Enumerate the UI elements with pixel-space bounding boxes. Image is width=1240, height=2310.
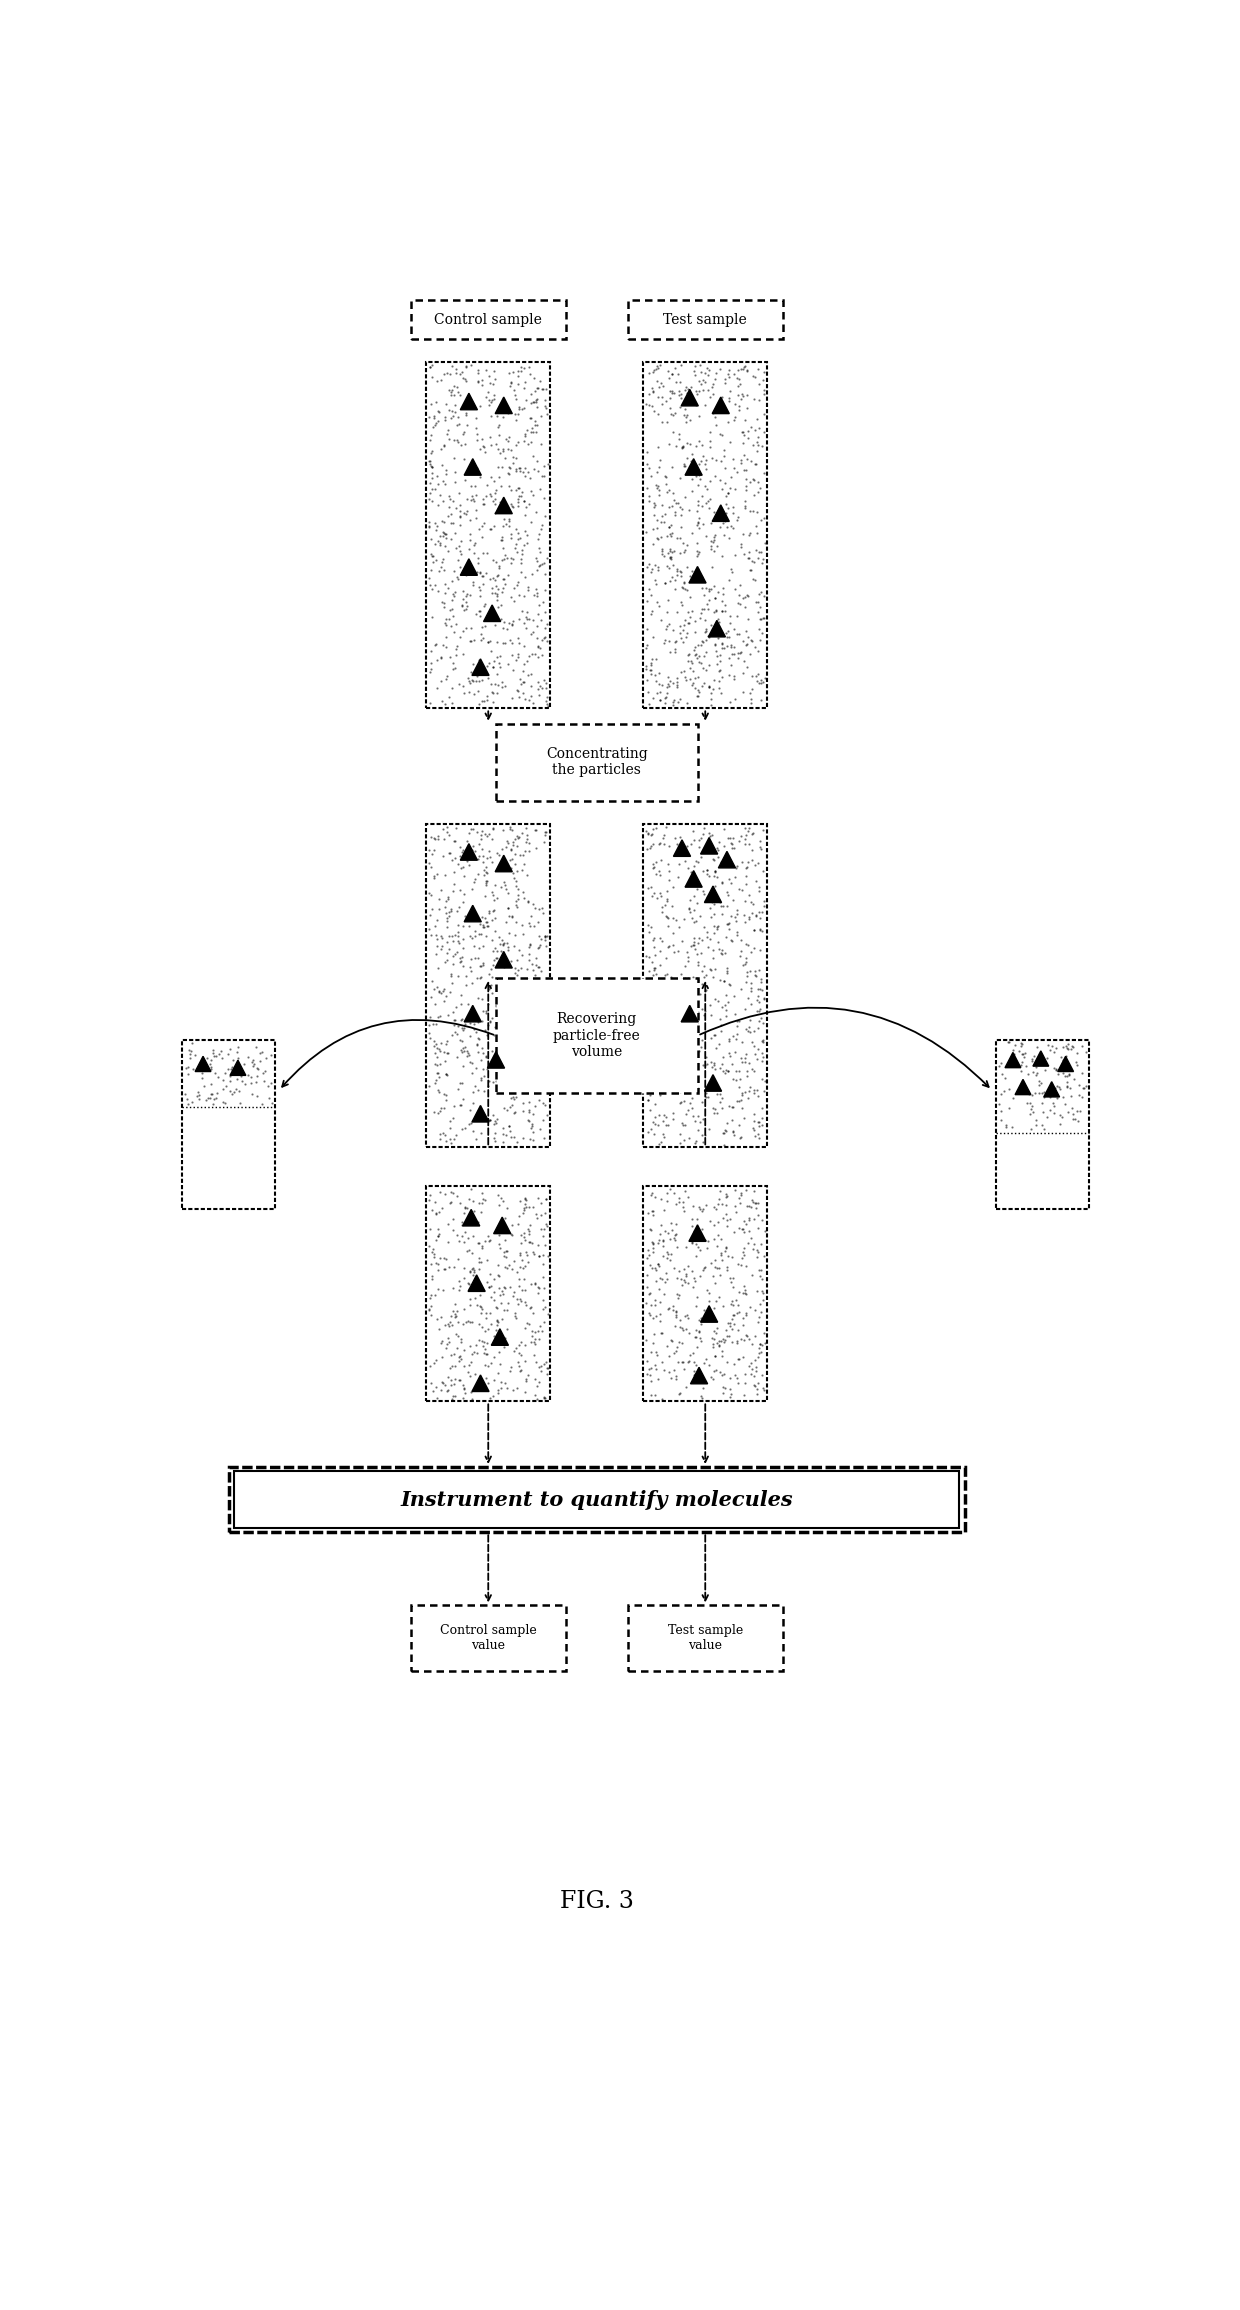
Polygon shape: [689, 566, 706, 582]
Polygon shape: [701, 839, 718, 855]
Polygon shape: [1004, 1053, 1021, 1067]
Polygon shape: [472, 1374, 489, 1391]
Bar: [627, 300, 782, 340]
Polygon shape: [691, 1368, 708, 1384]
Bar: [996, 1040, 1089, 1208]
Polygon shape: [689, 1224, 706, 1240]
Polygon shape: [1016, 1079, 1030, 1095]
Polygon shape: [712, 506, 729, 522]
Polygon shape: [704, 1074, 722, 1090]
Polygon shape: [460, 393, 477, 409]
Polygon shape: [681, 1005, 698, 1021]
Polygon shape: [684, 460, 702, 476]
Text: Control sample: Control sample: [434, 312, 542, 326]
Text: Recovering
particle-free
volume: Recovering particle-free volume: [553, 1012, 641, 1058]
Polygon shape: [484, 605, 501, 621]
Bar: [496, 723, 697, 802]
Bar: [644, 1185, 768, 1402]
Polygon shape: [464, 1005, 481, 1021]
Polygon shape: [491, 1328, 508, 1344]
Polygon shape: [712, 397, 729, 413]
Polygon shape: [701, 1305, 718, 1321]
Bar: [410, 1605, 565, 1670]
Polygon shape: [495, 952, 512, 968]
Polygon shape: [1044, 1081, 1059, 1097]
Polygon shape: [464, 460, 481, 476]
Bar: [644, 825, 768, 1148]
Polygon shape: [231, 1060, 246, 1076]
Polygon shape: [708, 621, 725, 638]
Bar: [410, 300, 565, 340]
Polygon shape: [460, 843, 477, 859]
Polygon shape: [467, 1275, 485, 1291]
Polygon shape: [487, 1051, 505, 1067]
Bar: [427, 825, 551, 1148]
Bar: [427, 1185, 551, 1402]
Polygon shape: [718, 852, 735, 869]
Polygon shape: [684, 871, 702, 887]
Bar: [427, 363, 551, 709]
Polygon shape: [704, 887, 722, 903]
Text: Control sample
value: Control sample value: [440, 1624, 537, 1652]
Polygon shape: [195, 1056, 211, 1072]
Text: Instrument to quantify molecules: Instrument to quantify molecules: [401, 1490, 794, 1508]
Polygon shape: [1033, 1051, 1049, 1067]
Bar: [644, 363, 768, 709]
Polygon shape: [495, 855, 512, 871]
Polygon shape: [463, 1210, 480, 1227]
Polygon shape: [464, 906, 481, 922]
Polygon shape: [673, 841, 691, 857]
Polygon shape: [495, 397, 512, 413]
Bar: [627, 1605, 782, 1670]
Bar: [234, 1471, 960, 1529]
Text: Concentrating
the particles: Concentrating the particles: [546, 746, 647, 778]
Text: FIG. 3: FIG. 3: [559, 1890, 634, 1913]
Polygon shape: [472, 658, 489, 675]
Polygon shape: [1058, 1056, 1074, 1072]
Text: Test sample: Test sample: [663, 312, 748, 326]
Polygon shape: [495, 497, 512, 513]
Bar: [228, 1467, 965, 1532]
Polygon shape: [494, 1217, 511, 1234]
Bar: [496, 977, 697, 1093]
Bar: [182, 1040, 275, 1208]
Polygon shape: [681, 390, 698, 407]
Polygon shape: [472, 1106, 489, 1123]
Text: Test sample
value: Test sample value: [667, 1624, 743, 1652]
Polygon shape: [460, 559, 477, 575]
